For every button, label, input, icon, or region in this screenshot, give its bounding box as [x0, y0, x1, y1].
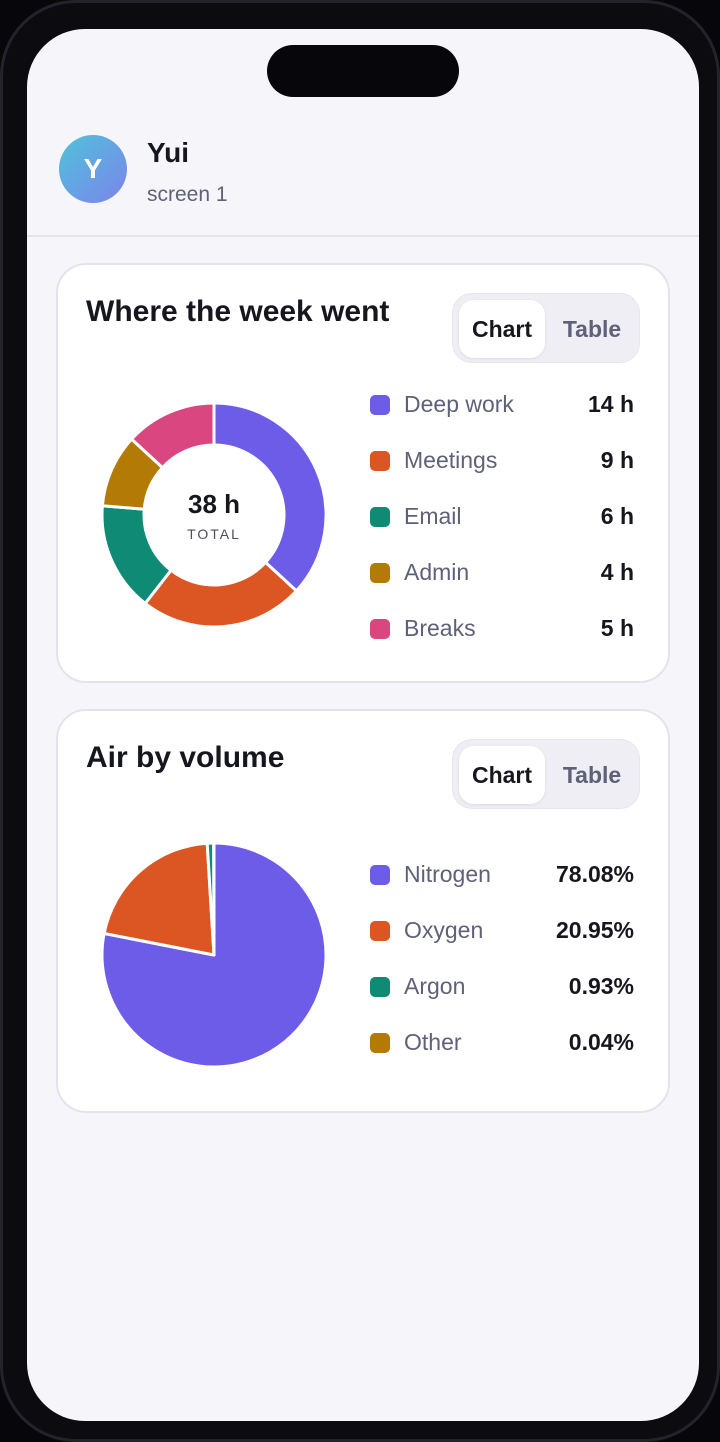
table-tab[interactable]: Table — [562, 315, 622, 342]
legend-swatch — [370, 563, 390, 583]
user-name: Yui — [147, 137, 190, 168]
screen: Y Yui screen 1 Where the week went Chart… — [27, 29, 699, 1421]
legend-label: Other — [404, 1029, 462, 1055]
card-title: Air by volume — [86, 741, 285, 774]
card-title: Where the week went — [86, 295, 390, 328]
legend-swatch — [370, 451, 390, 471]
chart-tab[interactable]: Chart — [459, 746, 545, 804]
legend-value: 14 h — [587, 391, 634, 417]
legend-value: 78.08% — [555, 861, 634, 887]
pie-chart — [100, 841, 328, 1069]
legend-swatch — [370, 395, 390, 415]
dynamic-island — [267, 45, 459, 97]
legend-item: Other 0.04% — [370, 1023, 634, 1063]
air-card: Air by volume Chart Table Nitrogen 78.08%… — [56, 709, 670, 1113]
view-toggle: Chart Table — [452, 739, 640, 809]
view-toggle: Chart Table — [452, 293, 640, 363]
legend-label: Argon — [404, 973, 466, 999]
donut-total-label: TOTAL — [187, 526, 241, 542]
legend-item: Nitrogen 78.08% — [370, 855, 634, 895]
legend-label: Meetings — [404, 447, 498, 473]
legend-swatch — [370, 921, 390, 941]
legend-item: Oxygen 20.95% — [370, 911, 634, 951]
legend-label: Breaks — [404, 615, 476, 641]
legend-value: 9 h — [600, 447, 634, 473]
legend-value: 5 h — [600, 615, 634, 641]
profile-header: Y Yui screen 1 — [27, 29, 699, 237]
legend-item: Breaks 5 h — [370, 609, 634, 649]
legend-label: Email — [404, 503, 462, 529]
legend-value: 6 h — [600, 503, 634, 529]
legend-swatch — [370, 865, 390, 885]
legend-swatch — [370, 507, 390, 527]
chart-tab[interactable]: Chart — [459, 300, 545, 358]
user-subtitle: screen 1 — [147, 183, 228, 206]
slice-deep-work[interactable] — [212, 401, 328, 593]
slice-oxygen[interactable] — [102, 841, 216, 957]
legend-value: 0.04% — [568, 1029, 634, 1055]
legend-label: Oxygen — [404, 917, 484, 943]
legend-item: Admin 4 h — [370, 553, 634, 593]
legend-item: Argon 0.93% — [370, 967, 634, 1007]
donut-chart: 38 h TOTAL — [100, 401, 328, 629]
legend-label: Nitrogen — [404, 861, 491, 887]
legend-item: Deep work 14 h — [370, 385, 634, 425]
avatar[interactable]: Y — [59, 135, 127, 203]
legend-item: Meetings 9 h — [370, 441, 634, 481]
legend-value: 20.95% — [555, 917, 634, 943]
legend-swatch — [370, 619, 390, 639]
legend-value: 0.93% — [568, 973, 634, 999]
legend-value: 4 h — [600, 559, 634, 585]
legend-label: Deep work — [404, 391, 514, 417]
week-card: Where the week went Chart Table 38 h TOT… — [56, 263, 670, 683]
legend-item: Email 6 h — [370, 497, 634, 537]
donut-total: 38 h — [188, 489, 240, 519]
slice-breaks[interactable] — [130, 401, 216, 470]
legend-label: Admin — [404, 559, 470, 585]
table-tab[interactable]: Table — [562, 761, 622, 788]
legend-swatch — [370, 977, 390, 997]
legend-swatch — [370, 1033, 390, 1053]
